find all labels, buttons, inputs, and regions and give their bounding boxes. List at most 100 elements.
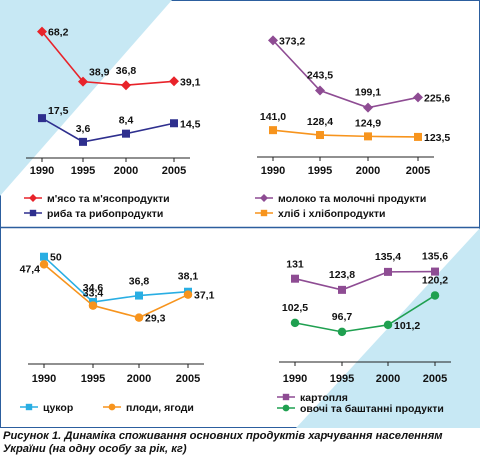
data-point [170, 119, 178, 128]
data-point [40, 252, 48, 261]
data-label: 38,9 [89, 67, 110, 79]
data-point [37, 26, 47, 37]
legend-entry: м'ясо та м'ясопродукти [24, 193, 170, 205]
series-line [272, 39, 419, 109]
data-label: 3,6 [76, 123, 91, 135]
data-point [135, 291, 143, 300]
data-label: 243,5 [307, 70, 333, 82]
chart-panel-2: 1990 1995 2000 2005 373,2 243,5 199,1 225,6 141,… [255, 35, 450, 220]
data-label: 29,3 [145, 313, 166, 325]
data-point [268, 35, 278, 46]
legend-entry: цукор [20, 402, 73, 414]
data-label: 123,8 [329, 269, 355, 281]
x-tick-label: 1990 [30, 165, 54, 177]
x-tick-label: 1995 [71, 165, 95, 177]
legend-entry: овочі та баштанні продукти [277, 403, 444, 415]
data-label: 34,6 [83, 282, 104, 294]
x-tick-label: 1995 [81, 373, 105, 385]
chart-panel-4: 1990 1995 2000 2005 131 123,8 135,4 135,6 102,5 9… [277, 251, 451, 415]
legend-entry: молоко та молочні продукти [255, 193, 426, 205]
data-label: 102,5 [282, 302, 308, 314]
x-tick-label: 2000 [376, 373, 400, 385]
x-tick-label: 1995 [330, 373, 354, 385]
data-point [39, 260, 49, 269]
data-point [282, 393, 290, 401]
data-label: 120,2 [422, 274, 448, 286]
chart-panel-3: 1990 1995 2000 2005 50 34,6 36,8 38,1 47,4 33,4 29… [20, 252, 215, 414]
series-line [41, 31, 175, 86]
x-tick-label: 2000 [114, 165, 138, 177]
x-tick-label: 2005 [162, 165, 186, 177]
x-tick-label: 2005 [423, 373, 447, 385]
data-point [183, 290, 193, 299]
data-point [431, 267, 439, 276]
legend-label: хліб і хлібопродукти [278, 208, 386, 220]
data-point [430, 291, 440, 300]
data-point [260, 209, 268, 217]
data-point [384, 267, 392, 276]
legend-label: картопля [300, 392, 348, 404]
data-point [121, 80, 131, 91]
data-label: 47,4 [20, 263, 41, 275]
legend-label: риба та рибопродукти [47, 208, 163, 220]
legend-label: молоко та молочні продукти [278, 193, 426, 205]
data-point [316, 131, 324, 140]
data-point [29, 194, 37, 202]
background-band [0, 0, 172, 196]
figure-caption: Рисунок 1. Динаміка споживання основних … [3, 430, 443, 455]
data-point [338, 285, 346, 294]
data-label: 141,0 [260, 111, 286, 123]
data-label: 33,4 [83, 288, 104, 300]
x-tick-label: 2005 [176, 373, 200, 385]
series-line [43, 263, 189, 319]
data-point [88, 301, 98, 310]
data-point [413, 92, 423, 103]
data-point [414, 132, 422, 141]
data-label: 373,2 [279, 35, 305, 47]
data-label: 37,1 [194, 290, 215, 302]
data-label: 50 [50, 252, 62, 264]
series-line [294, 270, 436, 291]
data-label: 36,8 [129, 276, 150, 288]
legend-entry: хліб і хлібопродукти [255, 208, 386, 220]
data-point [363, 102, 373, 113]
data-label: 131 [286, 259, 304, 271]
data-point [291, 274, 299, 283]
data-label: 38,1 [178, 271, 199, 283]
legend-label: овочі та баштанні продукти [300, 403, 444, 415]
data-point [337, 327, 347, 337]
data-label: 39,1 [180, 76, 201, 88]
legend-label: плоди, ягоди [126, 402, 194, 414]
x-tick-label: 1990 [32, 373, 56, 385]
data-label: 101,2 [394, 320, 420, 332]
data-label: 68,2 [48, 27, 69, 39]
data-point [315, 85, 325, 96]
legend-label: цукор [43, 402, 73, 414]
series-line [294, 294, 436, 333]
x-tick-label: 2005 [406, 165, 430, 177]
data-point [383, 320, 393, 330]
data-label: 17,5 [48, 105, 69, 117]
data-point [169, 76, 179, 87]
x-tick-label: 1990 [261, 165, 285, 177]
x-tick-label: 2000 [356, 165, 380, 177]
legend-entry: плоди, ягоди [103, 402, 194, 414]
series-line [272, 129, 419, 138]
series-line [43, 256, 189, 303]
data-point [38, 114, 46, 123]
data-label: 124,9 [355, 117, 381, 129]
data-point [78, 76, 88, 87]
data-point [122, 129, 130, 138]
x-tick-label: 2000 [127, 373, 151, 385]
data-point [79, 137, 87, 146]
data-point [269, 126, 277, 135]
data-point [364, 132, 372, 141]
chart-panel-1: 1990 1995 2000 2005 68,2 38,9 36,8 39,1 17,5 3,6 8… [24, 27, 201, 220]
data-label: 96,7 [332, 311, 353, 323]
data-point [290, 318, 300, 328]
data-label: 135,4 [375, 251, 401, 263]
data-label: 225,6 [424, 92, 450, 104]
data-label: 8,4 [119, 115, 134, 127]
data-label: 199,1 [355, 87, 381, 99]
